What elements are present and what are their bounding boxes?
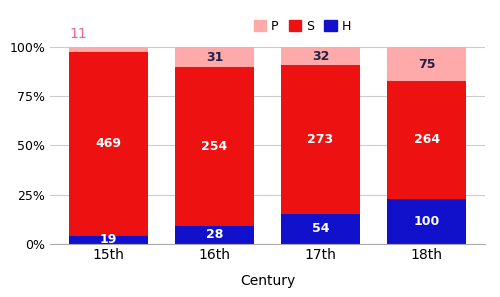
Bar: [281, 48, 360, 65]
Bar: [174, 67, 254, 226]
Text: 469: 469: [96, 138, 122, 150]
Bar: [174, 48, 254, 67]
Text: 254: 254: [202, 140, 228, 153]
X-axis label: Century: Century: [240, 274, 295, 287]
Text: 75: 75: [418, 58, 436, 71]
Bar: [68, 48, 148, 52]
Bar: [387, 48, 466, 81]
Bar: [387, 81, 466, 199]
Bar: [174, 226, 254, 244]
Text: 32: 32: [312, 50, 329, 63]
Text: 31: 31: [206, 50, 223, 64]
Text: 28: 28: [206, 228, 223, 241]
Text: 264: 264: [414, 133, 440, 146]
Bar: [387, 199, 466, 244]
Bar: [281, 214, 360, 244]
Text: 54: 54: [312, 222, 330, 235]
Text: 19: 19: [100, 233, 117, 246]
Bar: [68, 236, 148, 244]
Bar: [68, 52, 148, 236]
Legend: P, S, H: P, S, H: [248, 15, 356, 38]
Bar: [281, 65, 360, 214]
Text: 100: 100: [414, 215, 440, 228]
Text: 273: 273: [308, 133, 334, 146]
Text: 11: 11: [70, 26, 87, 41]
